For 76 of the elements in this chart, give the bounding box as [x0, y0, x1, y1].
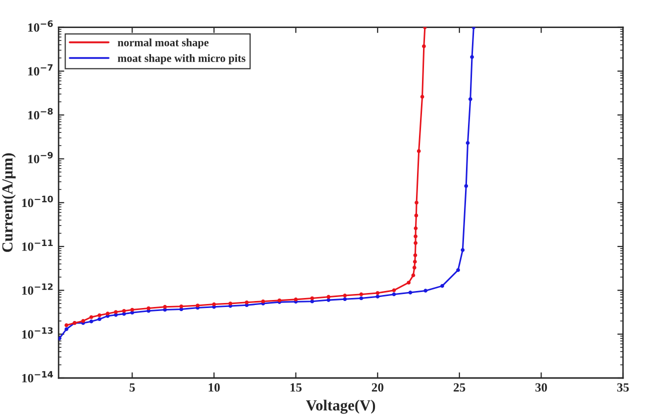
point: [196, 304, 200, 308]
point: [420, 94, 424, 99]
point: [424, 288, 428, 293]
point: [64, 327, 68, 332]
point: [261, 299, 265, 304]
point: [163, 304, 167, 309]
point: [416, 149, 421, 153]
point: [179, 304, 184, 308]
point: [392, 292, 396, 296]
y-tick-label: 10$^{−7}$: [28, 64, 53, 76]
point: [422, 44, 426, 48]
point: [414, 226, 418, 230]
point: [212, 302, 216, 306]
x-tick-label: 15: [290, 383, 302, 392]
point: [342, 294, 347, 298]
point: [244, 300, 249, 304]
x-tick-label: 20: [372, 383, 384, 392]
y-tick-label: 10$^{−13}$: [22, 327, 53, 339]
point: [460, 248, 465, 252]
point: [98, 317, 102, 322]
point: [146, 306, 150, 310]
x-tick-label: 10: [208, 383, 220, 392]
x-tick-label: 25: [454, 383, 466, 392]
point: [342, 297, 347, 302]
point: [414, 214, 418, 218]
point: [456, 268, 460, 272]
point: [411, 273, 416, 278]
point: [106, 312, 110, 316]
y-tick-label: 10$^{−10}$: [22, 196, 53, 208]
y-tick-label: 10$^{−9}$: [28, 152, 53, 164]
point: [122, 308, 126, 313]
point: [228, 302, 232, 306]
point: [64, 323, 68, 328]
point: [414, 200, 418, 205]
point: [414, 234, 418, 238]
point: [466, 141, 470, 145]
point: [89, 315, 94, 320]
point: [130, 308, 134, 312]
point: [464, 184, 468, 188]
point: [376, 291, 380, 295]
point: [359, 292, 364, 296]
point: [470, 55, 474, 59]
point: [413, 253, 418, 258]
y-tick-label: 10$^{−11}$: [22, 240, 53, 251]
point: [294, 298, 298, 302]
x-tick-label: 35: [617, 383, 629, 392]
point: [179, 307, 184, 312]
point: [440, 284, 444, 288]
point: [163, 308, 167, 312]
y-axis-title: Current(A/μm): [2, 153, 16, 252]
point: [114, 310, 118, 314]
point: [414, 241, 418, 245]
legend-label: normal moat shape: [118, 38, 209, 49]
point: [326, 298, 330, 302]
point: [98, 313, 102, 318]
y-tick-label: 10$^{−6}$: [28, 20, 53, 32]
point: [412, 266, 416, 270]
point: [326, 294, 330, 299]
point: [376, 294, 380, 298]
x-tick-label: 30: [535, 383, 547, 392]
point: [408, 290, 412, 294]
point: [359, 296, 364, 300]
point: [310, 299, 314, 304]
y-tick-label: 10$^{−12}$: [22, 283, 53, 295]
point: [468, 97, 472, 102]
point: [413, 260, 417, 264]
x-axis-title: Voltage(V): [306, 400, 376, 414]
point: [89, 320, 94, 324]
point: [122, 312, 126, 316]
x-tick-label: 5: [130, 383, 135, 392]
point: [310, 296, 314, 300]
y-tick-label: 10$^{−8}$: [28, 108, 53, 120]
point: [406, 280, 411, 285]
y-tick-label: 10$^{−14}$: [22, 371, 53, 382]
legend-label: moat shape with micro pits: [118, 54, 246, 64]
point: [392, 288, 396, 292]
